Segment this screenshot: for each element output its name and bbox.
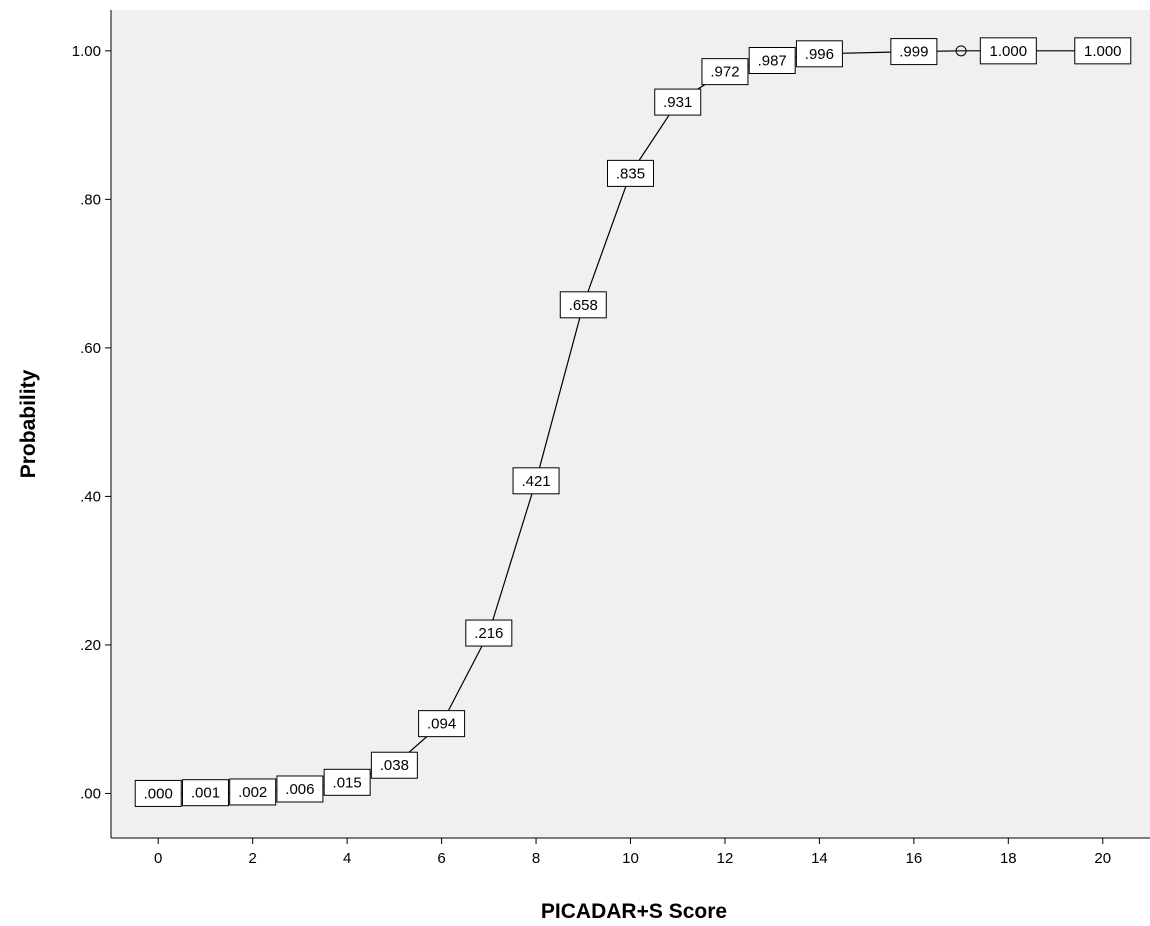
x-tick-label: 10 <box>622 850 639 867</box>
data-label-box <box>465 619 513 647</box>
data-label-text: .999 <box>899 44 928 61</box>
data-label-box <box>701 58 749 86</box>
data-label: .421 <box>512 467 560 495</box>
x-tick-label: 6 <box>437 850 445 867</box>
data-label-box <box>890 38 938 66</box>
data-label: .999 <box>890 38 938 66</box>
data-label-box <box>654 88 702 116</box>
data-label: .002 <box>229 778 277 806</box>
x-tick-label: 16 <box>906 850 923 867</box>
data-label-box <box>1074 37 1132 65</box>
data-label: .015 <box>323 768 371 796</box>
data-label-box <box>181 779 229 807</box>
x-tick-label: 2 <box>249 850 257 867</box>
data-label: .835 <box>607 159 654 187</box>
data-label: 1.000 <box>1074 37 1132 65</box>
data-label-text: .001 <box>191 785 220 802</box>
data-label-text: .987 <box>758 52 787 69</box>
data-label-text: .216 <box>474 625 503 642</box>
data-label-box <box>134 779 182 807</box>
data-label-text: .015 <box>333 774 362 791</box>
data-label-box <box>229 778 277 806</box>
x-axis-ticks: 0 2 4 6 8 10 12 14 16 18 20 <box>154 838 1111 867</box>
data-label-text: .006 <box>285 781 314 798</box>
data-label-text: .094 <box>427 716 456 733</box>
data-label: .000 <box>134 779 182 807</box>
data-label: .972 <box>701 58 749 86</box>
data-label-text: .000 <box>144 785 173 802</box>
x-tick-label: 8 <box>532 850 540 867</box>
x-tick-label: 4 <box>343 850 351 867</box>
data-label-box <box>979 37 1037 65</box>
data-label-text: .996 <box>805 46 834 63</box>
y-tick-label: .40 <box>80 488 101 505</box>
x-tick-label: 20 <box>1094 850 1111 867</box>
x-tick-label: 14 <box>811 850 828 867</box>
data-label-text: 1.000 <box>1084 43 1122 60</box>
data-label: .216 <box>465 619 513 647</box>
data-label-text: .038 <box>380 757 409 774</box>
data-label-text: .972 <box>710 64 739 81</box>
data-point <box>955 45 967 57</box>
data-label-box <box>418 710 466 738</box>
data-label: .987 <box>748 46 796 74</box>
data-label-text: .835 <box>616 165 645 182</box>
data-label: .006 <box>276 775 324 803</box>
data-label: .094 <box>418 710 466 738</box>
data-label: .001 <box>181 779 229 807</box>
y-tick-label: .20 <box>80 637 101 654</box>
data-label-box <box>512 467 560 495</box>
data-label-box <box>323 768 371 796</box>
data-label-box <box>276 775 324 803</box>
x-tick-label: 18 <box>1000 850 1017 867</box>
data-labels: .000 .001 .002 .006 .015 .038 .094 .216 .421 .658… <box>134 37 1132 807</box>
data-label: .931 <box>654 88 702 116</box>
y-tick-label: 1.00 <box>72 43 101 60</box>
data-label-box <box>370 751 418 779</box>
y-tick-label: .60 <box>80 340 101 357</box>
data-label-text: .002 <box>238 784 267 801</box>
x-tick-label: 0 <box>154 850 162 867</box>
plot-area <box>111 10 1150 838</box>
x-tick-label: 12 <box>717 850 734 867</box>
data-label: .996 <box>795 40 843 68</box>
data-label-box <box>795 40 843 68</box>
y-axis-ticks: .00 .20 .40 .60 .80 1.00 <box>72 43 111 802</box>
y-axis-title: Probability <box>17 369 40 478</box>
y-tick-label: .00 <box>80 785 101 802</box>
data-label: 1.000 <box>979 37 1037 65</box>
data-label: .658 <box>559 291 607 319</box>
data-label-box <box>607 159 654 187</box>
data-label-text: 1.000 <box>990 43 1028 60</box>
data-label-text: .658 <box>569 297 598 314</box>
data-label: .038 <box>370 751 418 779</box>
y-tick-label: .80 <box>80 191 101 208</box>
data-label-text: .421 <box>521 473 550 490</box>
x-axis-title: PICADAR+S Score <box>541 900 727 923</box>
data-label-box <box>559 291 607 319</box>
data-label-box <box>748 46 796 74</box>
data-label-text: .931 <box>663 94 692 111</box>
